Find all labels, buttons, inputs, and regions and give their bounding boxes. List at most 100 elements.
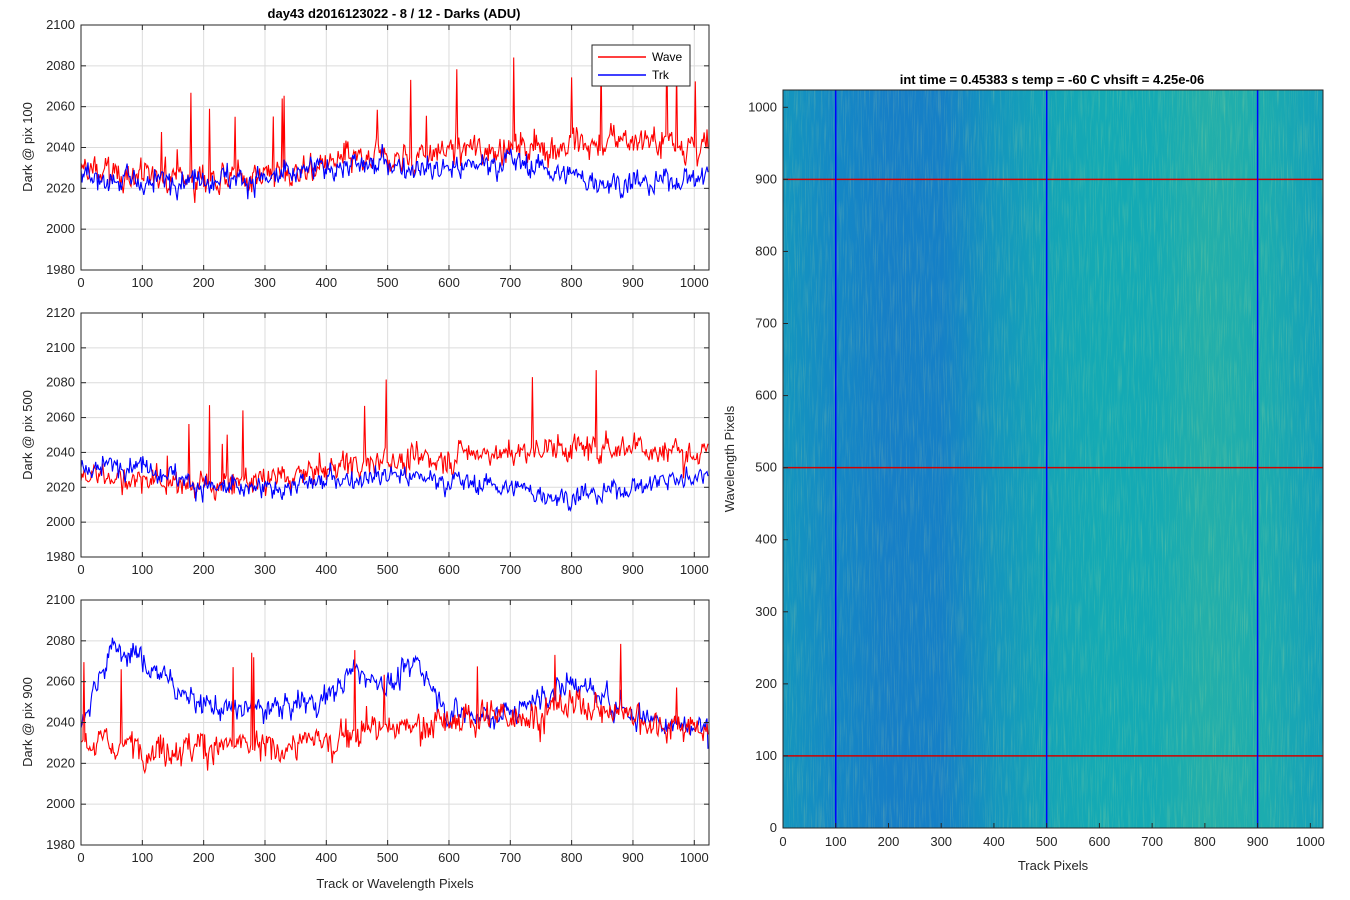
x-tick-label: 400 <box>315 562 337 577</box>
x-tick-label: 200 <box>193 562 215 577</box>
xlabel: Track or Wavelength Pixels <box>316 876 474 891</box>
heatmap-frame <box>782 89 1324 829</box>
heatmap-xlabel: Track Pixels <box>1018 858 1089 873</box>
y-tick-label: 1980 <box>46 549 75 564</box>
x-tick-label: 600 <box>1089 834 1111 849</box>
x-tick-label: 1000 <box>680 850 709 865</box>
ylabel: Dark @ pix 100 <box>20 102 35 192</box>
y-tick-label: 2020 <box>46 180 75 195</box>
x-tick-label: 1000 <box>680 562 709 577</box>
y-tick-label: 400 <box>755 532 777 547</box>
y-tick-label: 2060 <box>46 674 75 689</box>
y-tick-label: 800 <box>755 243 777 258</box>
legend-label-trk: Trk <box>652 68 670 82</box>
x-tick-label: 900 <box>622 275 644 290</box>
y-tick-label: 2040 <box>46 140 75 155</box>
y-tick-label: 2040 <box>46 715 75 730</box>
x-tick-label: 1000 <box>1296 834 1325 849</box>
y-tick-label: 1980 <box>46 837 75 852</box>
x-tick-label: 700 <box>499 562 521 577</box>
y-tick-label: 2060 <box>46 99 75 114</box>
x-tick-label: 200 <box>878 834 900 849</box>
x-tick-label: 600 <box>438 562 460 577</box>
x-tick-label: 800 <box>561 562 583 577</box>
y-tick-label: 2080 <box>46 375 75 390</box>
y-tick-label: 2020 <box>46 479 75 494</box>
x-tick-label: 100 <box>131 850 153 865</box>
y-tick-label: 2120 <box>46 305 75 320</box>
x-tick-label: 800 <box>561 850 583 865</box>
series-line-trk <box>80 637 709 749</box>
series-line-trk <box>80 455 709 513</box>
x-tick-label: 600 <box>438 850 460 865</box>
heatmap-ylabel: Wavelength Pixels <box>722 405 737 512</box>
y-tick-label: 100 <box>755 748 777 763</box>
x-tick-label: 300 <box>254 850 276 865</box>
y-tick-label: 0 <box>770 820 777 835</box>
y-tick-label: 200 <box>755 676 777 691</box>
x-tick-label: 100 <box>131 562 153 577</box>
y-tick-label: 2000 <box>46 514 75 529</box>
x-tick-label: 500 <box>377 850 399 865</box>
y-tick-label: 600 <box>755 388 777 403</box>
legend: Wave Trk <box>591 44 691 87</box>
panel-pix-500: 0 100 200 300 400 500 600 700 800 900 1000 1980 2000… <box>20 305 710 577</box>
x-tick-label: 0 <box>77 562 84 577</box>
x-tick-label: 500 <box>1036 834 1058 849</box>
plot-area <box>81 313 709 557</box>
heatmap-title: int time = 0.45383 s temp = -60 C vhsift… <box>900 72 1205 87</box>
y-tick-label: 2020 <box>46 755 75 770</box>
y-tick-label: 2060 <box>46 410 75 425</box>
y-tick-label: 1980 <box>46 262 75 277</box>
x-tick-label: 1000 <box>680 275 709 290</box>
x-tick-label: 100 <box>131 275 153 290</box>
y-tick-label: 1000 <box>748 99 777 114</box>
x-tick-label: 0 <box>779 834 786 849</box>
panel-pix-900: 0 100 200 300 400 500 600 700 800 900 1000 1980 2000… <box>20 592 710 891</box>
x-tick-label: 400 <box>315 275 337 290</box>
ylabel: Dark @ pix 500 <box>20 390 35 480</box>
series-line-wave <box>80 370 709 501</box>
x-tick-label: 400 <box>315 850 337 865</box>
x-tick-label: 300 <box>254 275 276 290</box>
y-tick-label: 500 <box>755 460 777 475</box>
x-tick-label: 600 <box>438 275 460 290</box>
x-tick-label: 200 <box>193 850 215 865</box>
panel-heatmap: int time = 0.45383 s temp = -60 C vhsift… <box>722 72 1325 873</box>
x-tick-label: 800 <box>561 275 583 290</box>
x-tick-label: 900 <box>622 850 644 865</box>
x-tick-label: 0 <box>77 275 84 290</box>
y-tick-label: 2040 <box>46 444 75 459</box>
figure-title: day43 d2016123022 - 8 / 12 - Darks (ADU) <box>268 6 521 21</box>
y-tick-label: 2000 <box>46 221 75 236</box>
y-tick-label: 2000 <box>46 796 75 811</box>
x-tick-label: 700 <box>499 275 521 290</box>
series-line-wave <box>81 643 709 775</box>
x-tick-label: 500 <box>377 275 399 290</box>
x-tick-label: 200 <box>193 275 215 290</box>
ylabel: Dark @ pix 900 <box>20 677 35 767</box>
x-tick-label: 900 <box>1247 834 1269 849</box>
x-tick-label: 900 <box>622 562 644 577</box>
x-tick-label: 800 <box>1194 834 1216 849</box>
y-tick-label: 2100 <box>46 340 75 355</box>
x-tick-label: 300 <box>930 834 952 849</box>
y-tick-label: 2100 <box>46 592 75 607</box>
series-line-trk <box>80 144 709 201</box>
x-tick-label: 300 <box>254 562 276 577</box>
x-tick-label: 700 <box>1141 834 1163 849</box>
y-tick-label: 700 <box>755 316 777 331</box>
y-tick-label: 2080 <box>46 633 75 648</box>
plot-frame <box>80 312 710 558</box>
y-tick-label: 2100 <box>46 17 75 32</box>
x-tick-label: 400 <box>983 834 1005 849</box>
x-tick-label: 500 <box>377 562 399 577</box>
x-tick-label: 100 <box>825 834 847 849</box>
panel-pix-100: 0 100 200 300 400 500 600 700 800 900 1000 1980 2000… <box>20 17 710 290</box>
legend-label-wave: Wave <box>652 50 683 64</box>
legend-box <box>591 44 691 87</box>
x-tick-label: 0 <box>77 850 84 865</box>
y-tick-label: 2080 <box>46 58 75 73</box>
y-tick-label: 300 <box>755 604 777 619</box>
